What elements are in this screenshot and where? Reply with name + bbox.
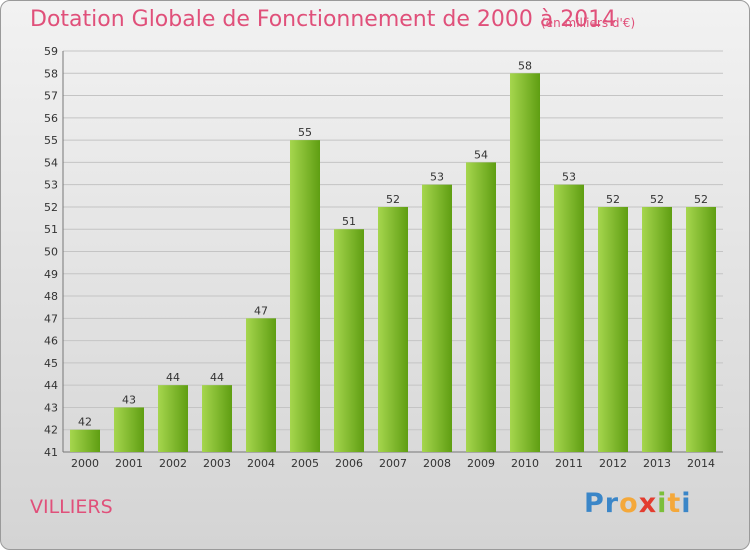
y-tick-label: 50 <box>44 246 58 259</box>
y-tick-label: 44 <box>44 379 58 392</box>
x-tick-label: 2012 <box>599 457 627 470</box>
bar <box>334 229 364 452</box>
data-label: 55 <box>298 126 312 139</box>
data-label: 54 <box>474 148 488 161</box>
bar <box>114 407 144 452</box>
data-label: 52 <box>694 193 708 206</box>
data-label: 47 <box>254 304 268 317</box>
y-tick-label: 41 <box>44 446 58 459</box>
y-tick-label: 54 <box>44 156 58 169</box>
y-tick-label: 58 <box>44 67 58 80</box>
bar <box>554 184 584 452</box>
logo-letter: P <box>584 488 605 519</box>
logo-letter: t <box>667 488 682 519</box>
data-label: 52 <box>606 193 620 206</box>
data-label: 58 <box>518 59 532 72</box>
y-tick-label: 53 <box>44 179 58 192</box>
data-label: 44 <box>166 371 180 384</box>
bar <box>510 73 540 453</box>
x-tick-label: 2002 <box>159 457 187 470</box>
logo-letter: o <box>619 488 639 519</box>
bar <box>422 184 452 452</box>
y-tick-label: 46 <box>44 335 58 348</box>
x-tick-label: 2007 <box>379 457 407 470</box>
y-tick-label: 42 <box>44 424 58 437</box>
bar <box>642 206 672 452</box>
x-tick-label: 2008 <box>423 457 451 470</box>
data-label: 44 <box>210 371 224 384</box>
bar <box>598 206 628 452</box>
bar <box>70 429 100 452</box>
x-tick-label: 2010 <box>511 457 539 470</box>
tick-labels: 41 42 43 44 45 46 47 48 49 50 51 52 53 54 55 56 57 58 59 20… <box>44 45 715 470</box>
x-tick-label: 2014 <box>687 457 715 470</box>
data-labels: 42 43 44 44 47 55 51 52 53 54 58 53 52 52 52 <box>78 59 708 428</box>
bar <box>290 140 320 452</box>
data-label: 52 <box>650 193 664 206</box>
y-tick-label: 56 <box>44 112 58 125</box>
data-label: 51 <box>342 215 356 228</box>
y-tick-label: 52 <box>44 201 58 214</box>
x-tick-label: 2009 <box>467 457 495 470</box>
y-tick-label: 57 <box>44 90 58 103</box>
bars <box>70 73 716 453</box>
y-tick-label: 45 <box>44 357 58 370</box>
bar <box>466 162 496 452</box>
chart-title: Dotation Globale de Fonctionnement de 20… <box>30 7 617 32</box>
x-tick-label: 2001 <box>115 457 143 470</box>
bar <box>686 206 716 452</box>
y-tick-label: 49 <box>44 268 58 281</box>
data-label: 53 <box>430 171 444 184</box>
data-label: 52 <box>386 193 400 206</box>
x-tick-label: 2000 <box>71 457 99 470</box>
logo-letter: r <box>604 488 620 519</box>
bar <box>158 385 188 452</box>
y-tick-label: 55 <box>44 134 58 147</box>
bar <box>246 318 276 452</box>
x-tick-label: 2011 <box>555 457 583 470</box>
data-label: 43 <box>122 393 136 406</box>
logo-letter: i <box>657 488 668 519</box>
y-tick-label: 43 <box>44 401 58 414</box>
commune-name: VILLIERS <box>30 496 113 518</box>
y-tick-label: 47 <box>44 312 58 325</box>
x-tick-label: 2003 <box>203 457 231 470</box>
data-label: 53 <box>562 171 576 184</box>
x-tick-label: 2006 <box>335 457 363 470</box>
bar <box>202 385 232 452</box>
logo-letter: x <box>638 488 658 519</box>
x-tick-label: 2005 <box>291 457 319 470</box>
logo-letter: i <box>681 488 692 519</box>
data-label: 42 <box>78 416 92 429</box>
y-tick-label: 48 <box>44 290 58 303</box>
y-tick-label: 51 <box>44 223 58 236</box>
x-tick-label: 2013 <box>643 457 671 470</box>
y-tick-label: 59 <box>44 45 58 58</box>
chart-subtitle: (en milliers d'€) <box>541 16 636 30</box>
x-tick-label: 2004 <box>247 457 275 470</box>
proxiti-logo[interactable]: Proxiti <box>584 488 692 519</box>
bar <box>378 206 408 452</box>
